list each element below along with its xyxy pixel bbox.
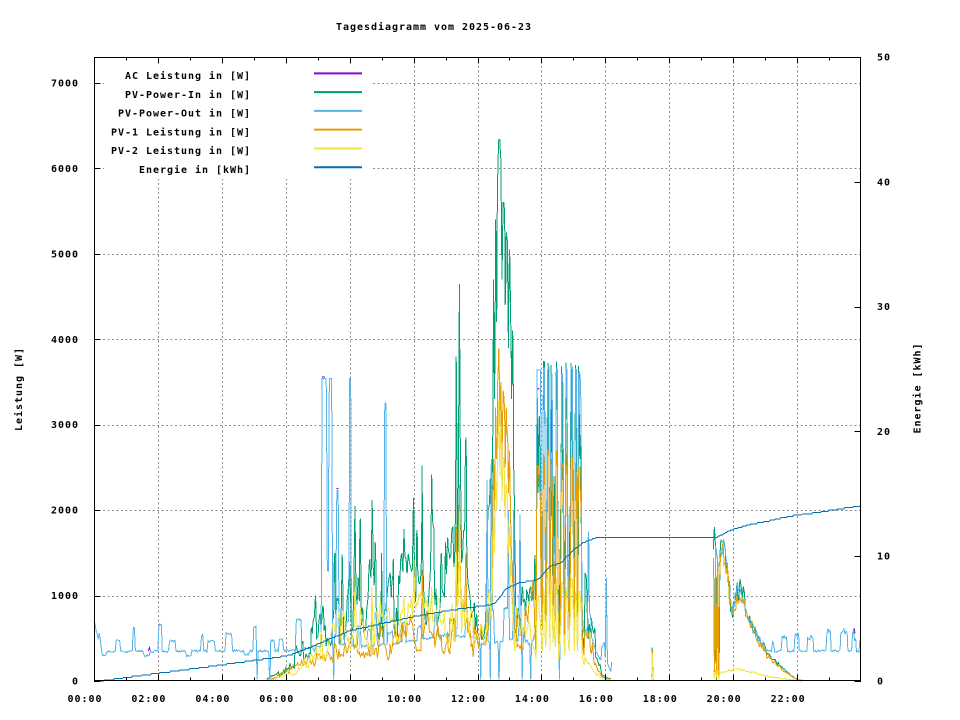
legend-label-energie: Energie in [kWh] <box>139 164 251 176</box>
series-ac <box>336 487 339 490</box>
y2-axis-label: Energie [kWh] <box>912 342 924 433</box>
series-energie <box>94 504 862 682</box>
y-tick-label-4000: 4000 <box>51 335 79 346</box>
series-pvin <box>713 527 804 682</box>
y-axis-label: Leistung [W] <box>13 347 25 431</box>
x-tick-label-14-00: 14:00 <box>515 694 550 705</box>
legend: AC Leistung in [W] PV-Power-In in [W] PV… <box>111 70 362 176</box>
x-tick-label-06-00: 06:00 <box>259 694 294 705</box>
y-tick-label-0: 0 <box>72 677 79 688</box>
series-ac <box>147 645 151 652</box>
legend-label-pv2: PV-2 Leistung in [W] <box>111 145 251 157</box>
legend-samples <box>314 72 362 169</box>
y2-tick-label-40: 40 <box>877 177 891 188</box>
x-tick-label-00-00: 00:00 <box>67 694 102 705</box>
x-tick-label-20-00: 20:00 <box>707 694 742 705</box>
y2-tick-label-20: 20 <box>877 427 891 438</box>
series-pv2 <box>713 667 803 682</box>
y2-tick-label-50: 50 <box>877 53 891 64</box>
x-tick-label-16-00: 16:00 <box>579 694 614 705</box>
tick-labels: 00:00 02:00 04:00 06:00 08:00 10:00 12:00 14:00… <box>51 53 891 706</box>
series-pv2 <box>266 399 611 682</box>
y-tick-label-6000: 6000 <box>51 164 79 175</box>
plot-border <box>94 57 861 681</box>
legend-label-pv1: PV-1 Leistung in [W] <box>111 126 251 138</box>
x-tick-label-10-00: 10:00 <box>387 694 422 705</box>
series-ac <box>321 376 326 378</box>
series-pvout <box>93 365 613 680</box>
x-tick-label-02-00: 02:00 <box>131 694 166 705</box>
legend-label-pv-power-in: PV-Power-In in [W] <box>125 89 251 101</box>
x-tick-label-08-00: 08:00 <box>323 694 358 705</box>
y-tick-label-5000: 5000 <box>51 249 79 260</box>
x-tick-label-12-00: 12:00 <box>451 694 486 705</box>
y2-tick-label-30: 30 <box>877 302 891 313</box>
series-pvout <box>713 539 862 657</box>
y-tick-label-1000: 1000 <box>51 591 79 602</box>
y-tick-label-2000: 2000 <box>51 506 79 517</box>
series-pv2 <box>651 652 654 681</box>
y2-tick-label-10: 10 <box>877 552 891 563</box>
y-tick-label-7000: 7000 <box>51 79 79 90</box>
y2-tick-label-0: 0 <box>877 677 884 688</box>
x-tick-label-22-00: 22:00 <box>771 694 806 705</box>
series-pv1 <box>713 542 804 681</box>
y-tick-label-3000: 3000 <box>51 420 79 431</box>
legend-opaque-background <box>104 59 371 179</box>
legend-label-ac: AC Leistung in [W] <box>125 70 251 82</box>
x-tick-label-18-00: 18:00 <box>643 694 678 705</box>
chart-title: Tagesdiagramm vom 2025-06-23 <box>336 21 532 33</box>
series-lines <box>93 138 862 682</box>
x-tick-label-04-00: 04:00 <box>195 694 230 705</box>
legend-label-pv-power-out: PV-Power-Out in [W] <box>118 108 251 120</box>
